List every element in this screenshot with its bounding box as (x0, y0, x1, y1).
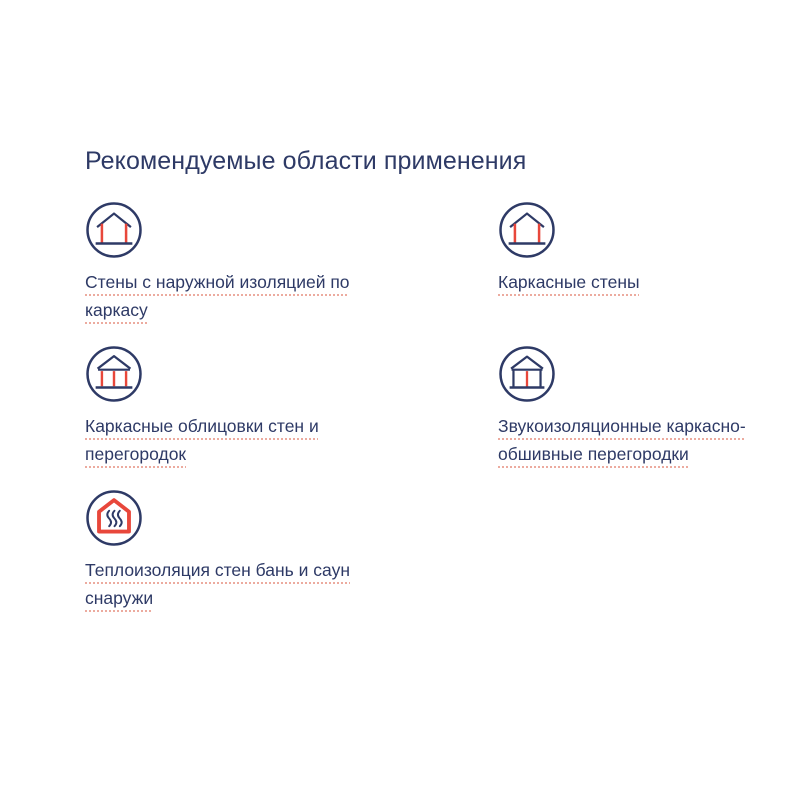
application-item: Каркасные стены (498, 201, 770, 324)
application-link[interactable]: Звукоизоляционные каркасно-обшивные пере… (498, 416, 746, 464)
application-label: Стены с наружной изоляцией по каркасу (85, 268, 357, 324)
application-link[interactable]: Стены с наружной изоляцией по каркасу (85, 272, 350, 320)
application-label: Каркасные облицовки стен и перегородок (85, 412, 357, 468)
application-label: Звукоизоляционные каркасно-обшивные пере… (498, 412, 770, 468)
section-title: Рекомендуемые области применения (85, 147, 527, 175)
application-item: Теплоизоляция стен бань и саун снаружи (85, 489, 498, 612)
application-label: Каркасные стены (498, 268, 770, 296)
application-link[interactable]: Каркасные стены (498, 272, 640, 292)
application-link[interactable]: Теплоизоляция стен бань и саун снаружи (85, 560, 350, 608)
house-center-stud-icon (498, 345, 556, 403)
application-item: Звукоизоляционные каркасно-обшивные пере… (498, 345, 770, 468)
house-columns-icon (85, 345, 143, 403)
frame-house-icon (85, 201, 143, 259)
application-item: Стены с наружной изоляцией по каркасу (85, 201, 498, 324)
application-label: Теплоизоляция стен бань и саун снаружи (85, 556, 357, 612)
applications-grid: Стены с наружной изоляцией по каркасу Ка… (85, 201, 770, 612)
application-link[interactable]: Каркасные облицовки стен и перегородок (85, 416, 319, 464)
frame-house-icon (498, 201, 556, 259)
sauna-heat-icon (85, 489, 143, 547)
application-item: Каркасные облицовки стен и перегородок (85, 345, 498, 468)
